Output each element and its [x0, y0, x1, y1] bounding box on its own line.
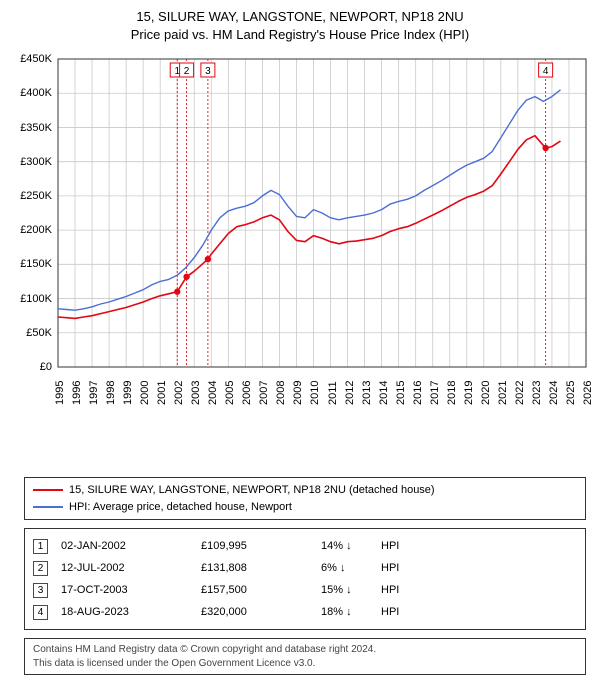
sale-hpi-label: HPI — [381, 562, 431, 574]
y-tick-label: £450K — [20, 53, 52, 65]
sale-date: 17-OCT-2003 — [61, 584, 201, 596]
sale-row: 2 12-JUL-2002£131,8086% ↓HPI — [33, 557, 577, 579]
svg-text:2: 2 — [184, 66, 190, 77]
sale-date: 12-JUL-2002 — [61, 562, 201, 574]
x-tick-label: 2001 — [156, 381, 168, 405]
sales-table: 102-JAN-2002£109,99514% ↓HPI212-JUL-2002… — [24, 528, 586, 630]
sale-price: £109,995 — [201, 540, 321, 552]
y-tick-label: £100K — [20, 293, 52, 305]
svg-text:3: 3 — [205, 66, 211, 77]
x-tick-label: 2013 — [361, 381, 373, 405]
svg-text:4: 4 — [543, 66, 549, 77]
y-tick-label: £50K — [26, 327, 52, 339]
data-attribution: Contains HM Land Registry data © Crown c… — [24, 638, 586, 675]
sale-price: £320,000 — [201, 606, 321, 618]
sale-pct: 18% ↓ — [321, 606, 381, 618]
x-tick-label: 2009 — [292, 381, 304, 405]
x-tick-label: 1999 — [122, 381, 134, 405]
sale-hpi-label: HPI — [381, 584, 431, 596]
x-tick-label: 2003 — [190, 381, 202, 405]
sale-row: 3 17-OCT-2003£157,50015% ↓HPI — [33, 579, 577, 601]
sale-date: 02-JAN-2002 — [61, 540, 201, 552]
legend-label: HPI: Average price, detached house, Newp… — [69, 499, 292, 516]
x-tick-label: 1996 — [71, 381, 83, 405]
legend-swatch — [33, 506, 63, 508]
x-tick-label: 2023 — [531, 381, 543, 405]
x-tick-label: 2007 — [258, 381, 270, 405]
sale-pct: 15% ↓ — [321, 584, 381, 596]
chart-area: 1234 £0£50K£100K£150K£200K£250K£300K£350… — [0, 49, 600, 429]
footer-line2: This data is licensed under the Open Gov… — [33, 657, 577, 671]
x-tick-label: 2021 — [497, 381, 509, 405]
x-tick-label: 2016 — [412, 381, 424, 405]
x-tick-label: 2015 — [395, 381, 407, 405]
legend-row: HPI: Average price, detached house, Newp… — [33, 499, 577, 516]
chart-titles: 15, SILURE WAY, LANGSTONE, NEWPORT, NP18… — [0, 8, 600, 43]
y-tick-label: £400K — [20, 87, 52, 99]
sale-marker: 1 — [33, 539, 48, 554]
x-tick-label: 2010 — [309, 381, 321, 405]
line-chart: 1234 — [0, 49, 600, 429]
x-tick-label: 2006 — [241, 381, 253, 405]
sale-price: £131,808 — [201, 562, 321, 574]
sale-pct: 6% ↓ — [321, 562, 381, 574]
x-tick-label: 2011 — [327, 381, 339, 405]
x-tick-label: 2019 — [463, 381, 475, 405]
x-tick-label: 2018 — [446, 381, 458, 405]
y-tick-label: £300K — [20, 156, 52, 168]
x-tick-label: 2008 — [275, 381, 287, 405]
footer-line1: Contains HM Land Registry data © Crown c… — [33, 643, 577, 657]
title-address: 15, SILURE WAY, LANGSTONE, NEWPORT, NP18… — [0, 8, 600, 26]
x-tick-label: 2002 — [173, 381, 185, 405]
x-tick-label: 2026 — [582, 381, 594, 405]
x-tick-label: 2020 — [480, 381, 492, 405]
sale-date: 18-AUG-2023 — [61, 606, 201, 618]
sale-marker: 4 — [33, 605, 48, 620]
x-tick-label: 1998 — [105, 381, 117, 405]
y-tick-label: £350K — [20, 122, 52, 134]
y-tick-label: £200K — [20, 224, 52, 236]
x-tick-label: 2000 — [139, 381, 151, 405]
x-tick-label: 1997 — [88, 381, 100, 405]
legend-box: 15, SILURE WAY, LANGSTONE, NEWPORT, NP18… — [24, 477, 586, 520]
sale-marker: 3 — [33, 583, 48, 598]
legend-label: 15, SILURE WAY, LANGSTONE, NEWPORT, NP18… — [69, 482, 435, 499]
y-tick-label: £0 — [40, 361, 52, 373]
sale-hpi-label: HPI — [381, 540, 431, 552]
x-tick-label: 2022 — [514, 381, 526, 405]
x-tick-label: 1995 — [54, 381, 66, 405]
x-tick-label: 2024 — [548, 381, 560, 405]
x-tick-label: 2014 — [378, 381, 390, 405]
x-tick-label: 2025 — [565, 381, 577, 405]
sale-price: £157,500 — [201, 584, 321, 596]
sale-hpi-label: HPI — [381, 606, 431, 618]
legend-swatch — [33, 489, 63, 491]
sale-pct: 14% ↓ — [321, 540, 381, 552]
x-tick-label: 2005 — [224, 381, 236, 405]
y-tick-label: £250K — [20, 190, 52, 202]
sale-row: 1 02-JAN-2002£109,99514% ↓HPI — [33, 535, 577, 557]
sale-marker: 2 — [33, 561, 48, 576]
x-tick-label: 2017 — [429, 381, 441, 405]
report-container: 15, SILURE WAY, LANGSTONE, NEWPORT, NP18… — [0, 0, 600, 675]
title-subtitle: Price paid vs. HM Land Registry's House … — [0, 26, 600, 44]
x-tick-label: 2012 — [344, 381, 356, 405]
x-tick-label: 2004 — [207, 381, 219, 405]
legend-row: 15, SILURE WAY, LANGSTONE, NEWPORT, NP18… — [33, 482, 577, 499]
y-tick-label: £150K — [20, 258, 52, 270]
